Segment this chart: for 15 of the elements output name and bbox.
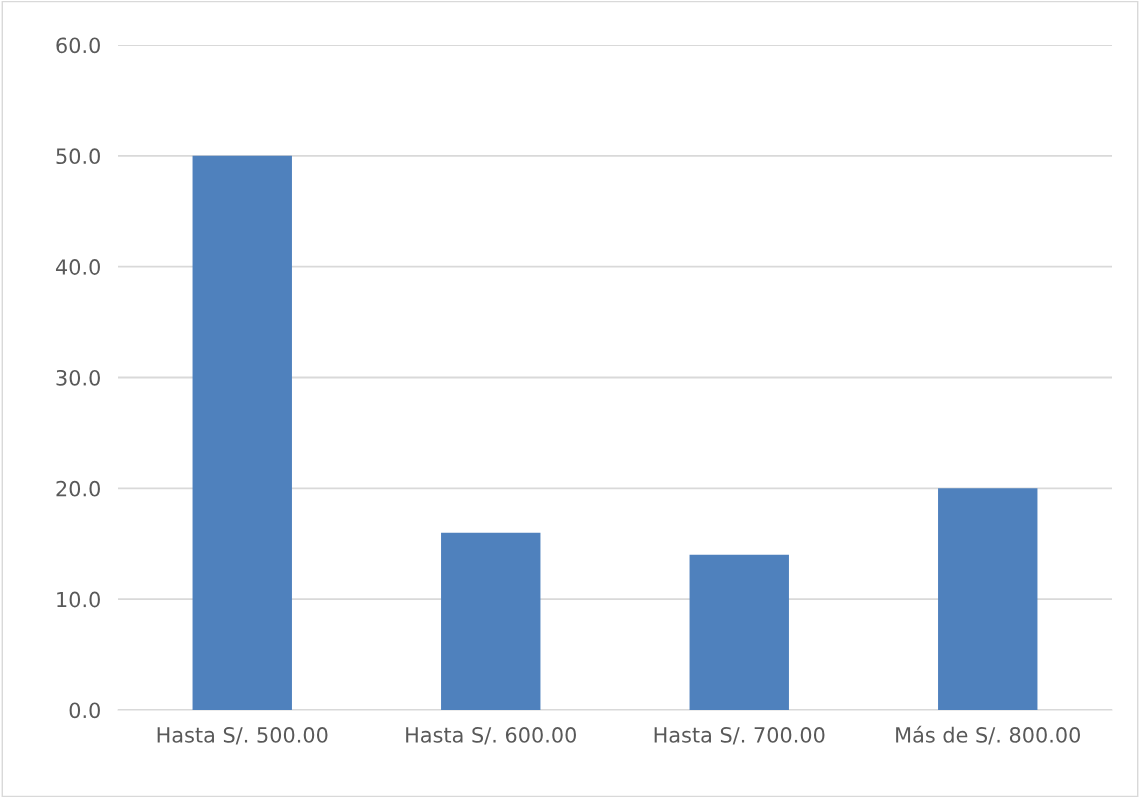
x-tick-label: Más de S/. 800.00	[896, 725, 1080, 745]
x-tick-label: Hasta S/. 600.00	[406, 727, 576, 745]
bar	[441, 532, 541, 710]
y-tick-label: 50.0	[56, 148, 100, 165]
bar	[192, 155, 292, 710]
y-tick-label: 40.0	[55, 259, 100, 275]
y-tick-label: 10.0	[57, 591, 100, 608]
x-tick-label: Hasta S/. 500.00	[157, 727, 328, 745]
y-tick-label: 30.0	[56, 369, 100, 386]
bar	[689, 554, 789, 710]
x-tick-label: Hasta S/. 700.00	[654, 727, 825, 745]
y-tick-label: 0.0	[69, 702, 100, 719]
y-tick-label: 20.0	[56, 480, 100, 497]
y-tick-label: 60.0	[56, 37, 100, 54]
bar	[938, 488, 1038, 710]
